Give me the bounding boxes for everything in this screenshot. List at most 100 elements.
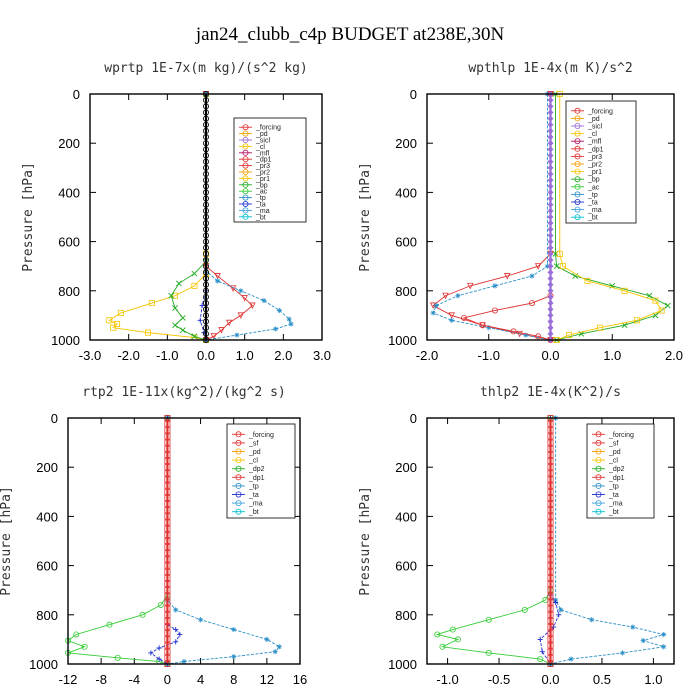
data-point (202, 158, 209, 165)
legend-marker (242, 213, 249, 220)
data-point (110, 324, 117, 331)
data-point (547, 263, 554, 270)
legend-marker (574, 168, 581, 175)
data-point (164, 630, 171, 637)
data-point (547, 642, 554, 649)
data-point (164, 648, 171, 655)
y-tick-label: 1000 (29, 657, 58, 672)
y-tick-label: 400 (395, 185, 417, 200)
data-point (168, 292, 175, 299)
data-point (584, 277, 591, 284)
data-point (529, 273, 535, 279)
legend-entry: _ta (608, 492, 619, 499)
legend-entry: _cl (608, 458, 618, 465)
data-point (661, 631, 667, 638)
x-tick-label: -1.0 (156, 348, 178, 363)
data-point (664, 302, 671, 309)
data-point (164, 611, 171, 618)
data-point (164, 433, 171, 440)
data-point (539, 649, 545, 655)
x-tick-label: -2.0 (416, 348, 438, 363)
legend-marker (235, 482, 242, 489)
data-point (181, 658, 187, 665)
legend-marker (242, 168, 249, 175)
panel-title: thlp2 1E-4x(K^2)/s (480, 385, 621, 400)
data-point (547, 109, 554, 116)
data-point (547, 568, 554, 575)
series-tp (430, 91, 554, 343)
legend-entry: _bt (587, 215, 598, 222)
data-point (547, 330, 554, 337)
data-point (237, 312, 245, 319)
legend-entry: _pr1 (587, 169, 602, 176)
data-point (164, 519, 171, 526)
x-tick-label: -1.0 (478, 348, 500, 363)
series-dp1 (65, 414, 171, 668)
data-point (547, 439, 554, 446)
data-point (202, 244, 209, 251)
data-point (202, 201, 209, 208)
series-ac (168, 91, 209, 343)
data-point (547, 501, 554, 508)
data-point (177, 631, 183, 638)
data-point (202, 257, 209, 264)
data-point (164, 599, 171, 606)
data-point (164, 544, 171, 551)
data-point (176, 280, 182, 287)
series-bt (202, 91, 209, 343)
legend-marker (574, 214, 581, 221)
y-tick-label: 800 (36, 608, 58, 623)
series-dp1 (434, 414, 554, 668)
legend: _forcing_pd_sicl_cl_mfl_dp1_pr3_pr2_pr1_… (233, 117, 307, 223)
data-point (179, 314, 186, 321)
legend-marker (242, 175, 249, 182)
data-point (164, 421, 171, 428)
series-line (556, 94, 663, 341)
legend-marker (595, 457, 602, 464)
data-point (164, 531, 171, 538)
data-point (231, 626, 237, 633)
data-point (218, 327, 225, 334)
x-tick-label: 0.0 (541, 348, 559, 363)
data-point (547, 593, 554, 600)
data-point (191, 282, 198, 289)
legend-entry: _pr2 (587, 162, 602, 169)
data-point (510, 328, 517, 335)
legend-entry: _dp2 (608, 466, 625, 473)
x-tick-label: -3.0 (79, 348, 101, 363)
legend: _forcing_pd_sicl_cl_mfl_dp1_pr3_pr2_pr1_… (565, 100, 637, 224)
data-point (547, 611, 554, 618)
x-tick-label: 1.0 (603, 348, 621, 363)
x-tick-label: 0 (164, 672, 171, 687)
legend-entry: _pr3 (587, 154, 602, 161)
data-point (547, 476, 554, 483)
data-point (148, 300, 155, 307)
data-point (547, 445, 554, 452)
y-tick-label: 0 (73, 87, 80, 102)
data-point (556, 612, 562, 618)
data-point (73, 631, 80, 638)
data-point (547, 220, 554, 227)
legend-entry: _ma (248, 501, 263, 508)
legend-entry: _cl (255, 144, 265, 151)
y-axis-label: Pressure [hPa] (21, 162, 36, 272)
data-point (197, 617, 204, 623)
data-point (173, 607, 179, 613)
data-point (199, 302, 205, 309)
series-pr1 (553, 91, 665, 343)
legend-entry: _pr2 (255, 170, 270, 177)
figure-title: jan24_clubb_c4p BUDGET at238E,30N (195, 24, 505, 45)
legend-marker (242, 149, 249, 156)
y-tick-label: 0 (51, 411, 58, 426)
plot-frame (67, 417, 301, 665)
y-tick-label: 400 (36, 509, 58, 524)
data-point (191, 333, 198, 340)
data-point (191, 270, 198, 277)
data-point (558, 607, 564, 613)
data-point (229, 285, 237, 292)
data-point (172, 322, 178, 329)
data-point (547, 464, 554, 471)
data-point (430, 310, 436, 316)
series-sicl (547, 90, 554, 344)
x-tick-label: 1.0 (236, 348, 254, 363)
